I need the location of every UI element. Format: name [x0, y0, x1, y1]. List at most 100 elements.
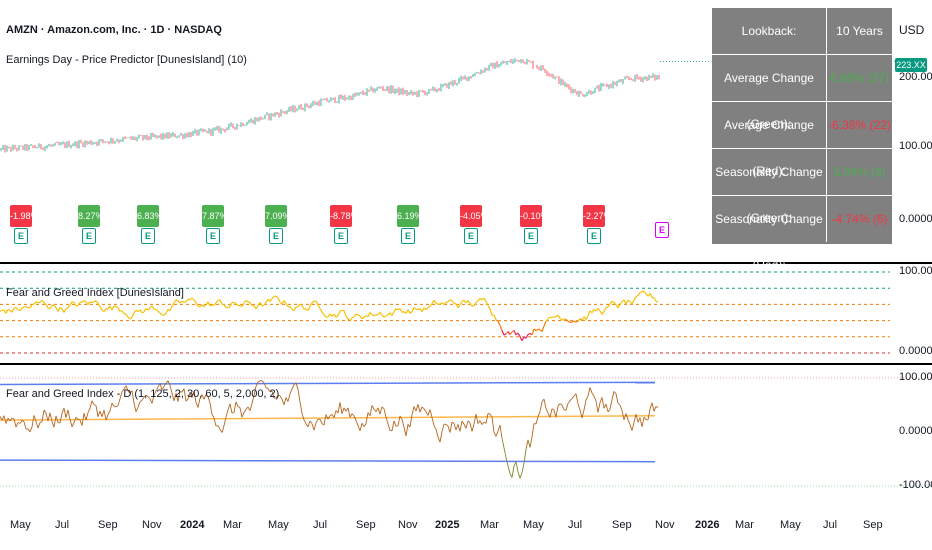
fg2-series-segment: [67, 409, 71, 420]
fg2-series-segment: [225, 409, 229, 418]
pane-separator[interactable]: [0, 363, 932, 365]
earnings-marker-icon[interactable]: E: [334, 228, 348, 244]
fg2-series-segment: [265, 387, 269, 389]
fg2-series-segment: [183, 388, 187, 402]
fg2-series-segment: [621, 410, 625, 420]
fg1-series-segment: [239, 305, 243, 308]
fg2-series-segment: [595, 401, 599, 413]
fg1-series-segment: [613, 301, 617, 306]
fg2-series-segment: [103, 409, 107, 421]
fg2-series-segment: [437, 436, 441, 443]
fg1-series-segment: [527, 332, 531, 336]
fg2-series-segment: [37, 422, 41, 429]
fg2-series-segment: [223, 417, 227, 426]
fg2-series-segment: [217, 425, 221, 430]
fg1-series-segment: [417, 307, 421, 311]
fg2-series-segment: [147, 396, 151, 400]
earnings-change-badge[interactable]: -4.05%: [460, 205, 482, 227]
fg1-series-segment: [461, 299, 465, 302]
fg2-series-segment: [287, 393, 291, 402]
fg1-series-segment: [105, 307, 109, 310]
earnings-marker-icon[interactable]: E: [401, 228, 415, 244]
fg2-series-segment: [601, 397, 605, 409]
fg1-series-segment: [91, 301, 95, 304]
fg2-series-segment: [503, 447, 507, 458]
fg1-axis-tick: 100.00: [899, 265, 932, 277]
earnings-change-badge[interactable]: 6.19%: [397, 205, 419, 227]
fg2-series-segment: [529, 436, 533, 448]
fg2-series-segment: [193, 391, 197, 403]
earnings-marker-icon[interactable]: E: [206, 228, 220, 244]
earnings-change-badge[interactable]: 6.83%: [137, 205, 159, 227]
earnings-change-badge[interactable]: -2.27%: [583, 205, 605, 227]
fg2-series-segment: [347, 407, 351, 418]
time-axis-tick: May: [268, 519, 289, 531]
fg2-series-segment: [625, 413, 629, 420]
fg1-series-segment: [293, 306, 297, 311]
fg2-series-segment: [507, 465, 511, 474]
fg1-series-segment: [593, 308, 597, 312]
fg1-series-segment: [271, 296, 275, 299]
fg2-series-segment: [435, 429, 439, 438]
earnings-marker-icon[interactable]: E: [587, 228, 601, 244]
fg2-series-segment: [39, 421, 43, 423]
currency-label[interactable]: USD: [899, 23, 925, 37]
fg1-series-segment: [559, 317, 563, 321]
table-row: Average Change (Green): 6.86% (37): [712, 55, 892, 131]
symbol-title: AMZN · Amazon.com, Inc. · 1D · NASDAQ: [6, 24, 222, 36]
earnings-marker-icon[interactable]: E: [269, 228, 283, 244]
earnings-marker-icon[interactable]: E: [655, 222, 669, 238]
fg2-series-segment: [267, 388, 271, 393]
fg2-series-segment: [515, 461, 519, 472]
fg2-series-segment: [487, 412, 491, 415]
fg2-series-segment: [585, 395, 589, 401]
fg1-series-segment: [297, 303, 301, 308]
fg2-series-segment: [481, 421, 485, 425]
earnings-change-badge[interactable]: 8.27%: [78, 205, 100, 227]
earnings-change-badge[interactable]: -0.10%: [520, 205, 542, 227]
fg1-series-segment: [53, 304, 57, 309]
fg1-series-segment: [141, 311, 145, 314]
earnings-change-badge[interactable]: 7.09%: [265, 205, 287, 227]
fg1-series-segment: [445, 301, 449, 303]
pane-separator[interactable]: [0, 262, 932, 264]
earnings-change-badge[interactable]: -8.78%: [330, 205, 352, 227]
earnings-marker-icon[interactable]: E: [82, 228, 96, 244]
earnings-marker-icon[interactable]: E: [14, 228, 28, 244]
fg2-series-segment: [47, 412, 51, 422]
time-axis-tick: Jul: [568, 519, 583, 531]
fg1-indicator-title[interactable]: Fear and Greed Index [DunesIsland]: [6, 287, 184, 299]
fg2-series-segment: [171, 393, 175, 402]
fg1-series-segment: [447, 299, 451, 303]
fg1-series-segment: [603, 307, 607, 312]
earnings-marker-icon[interactable]: E: [524, 228, 538, 244]
fg2-series-segment: [243, 408, 247, 413]
fg1-series-segment: [655, 300, 659, 303]
earnings-marker-icon[interactable]: E: [464, 228, 478, 244]
price-axis-tick: 200.00: [899, 71, 932, 83]
fg1-series-segment: [411, 307, 415, 313]
fg1-series-segment: [95, 300, 99, 304]
fg1-series-segment: [245, 300, 249, 303]
fg2-series-segment: [643, 417, 647, 420]
fg2-series-segment: [375, 407, 379, 412]
time-axis-tick: Jul: [823, 519, 838, 531]
earnings-marker-icon[interactable]: E: [141, 228, 155, 244]
fg2-indicator-title[interactable]: Fear and Greed Index - D (1, 125, 2, 30,…: [6, 388, 280, 400]
earnings-change-badge[interactable]: 7.87%: [202, 205, 224, 227]
fg1-series-segment: [87, 301, 91, 306]
fg2-series-segment: [197, 398, 201, 408]
fg2-series-segment: [467, 420, 471, 424]
fg2-series-segment: [105, 414, 109, 421]
fg1-series-segment: [25, 306, 29, 309]
indicator-title[interactable]: Earnings Day - Price Predictor [DunesIsl…: [6, 54, 247, 66]
fg2-series-segment: [399, 415, 403, 420]
fg2-series-segment: [49, 412, 53, 422]
fg2-series-segment: [477, 420, 481, 424]
earnings-change-badge[interactable]: -1.98%: [10, 205, 32, 227]
fg1-series-segment: [283, 300, 287, 304]
fg1-series-segment: [345, 315, 349, 320]
fg2-series-segment: [471, 423, 475, 432]
fg1-series-segment: [337, 311, 341, 316]
